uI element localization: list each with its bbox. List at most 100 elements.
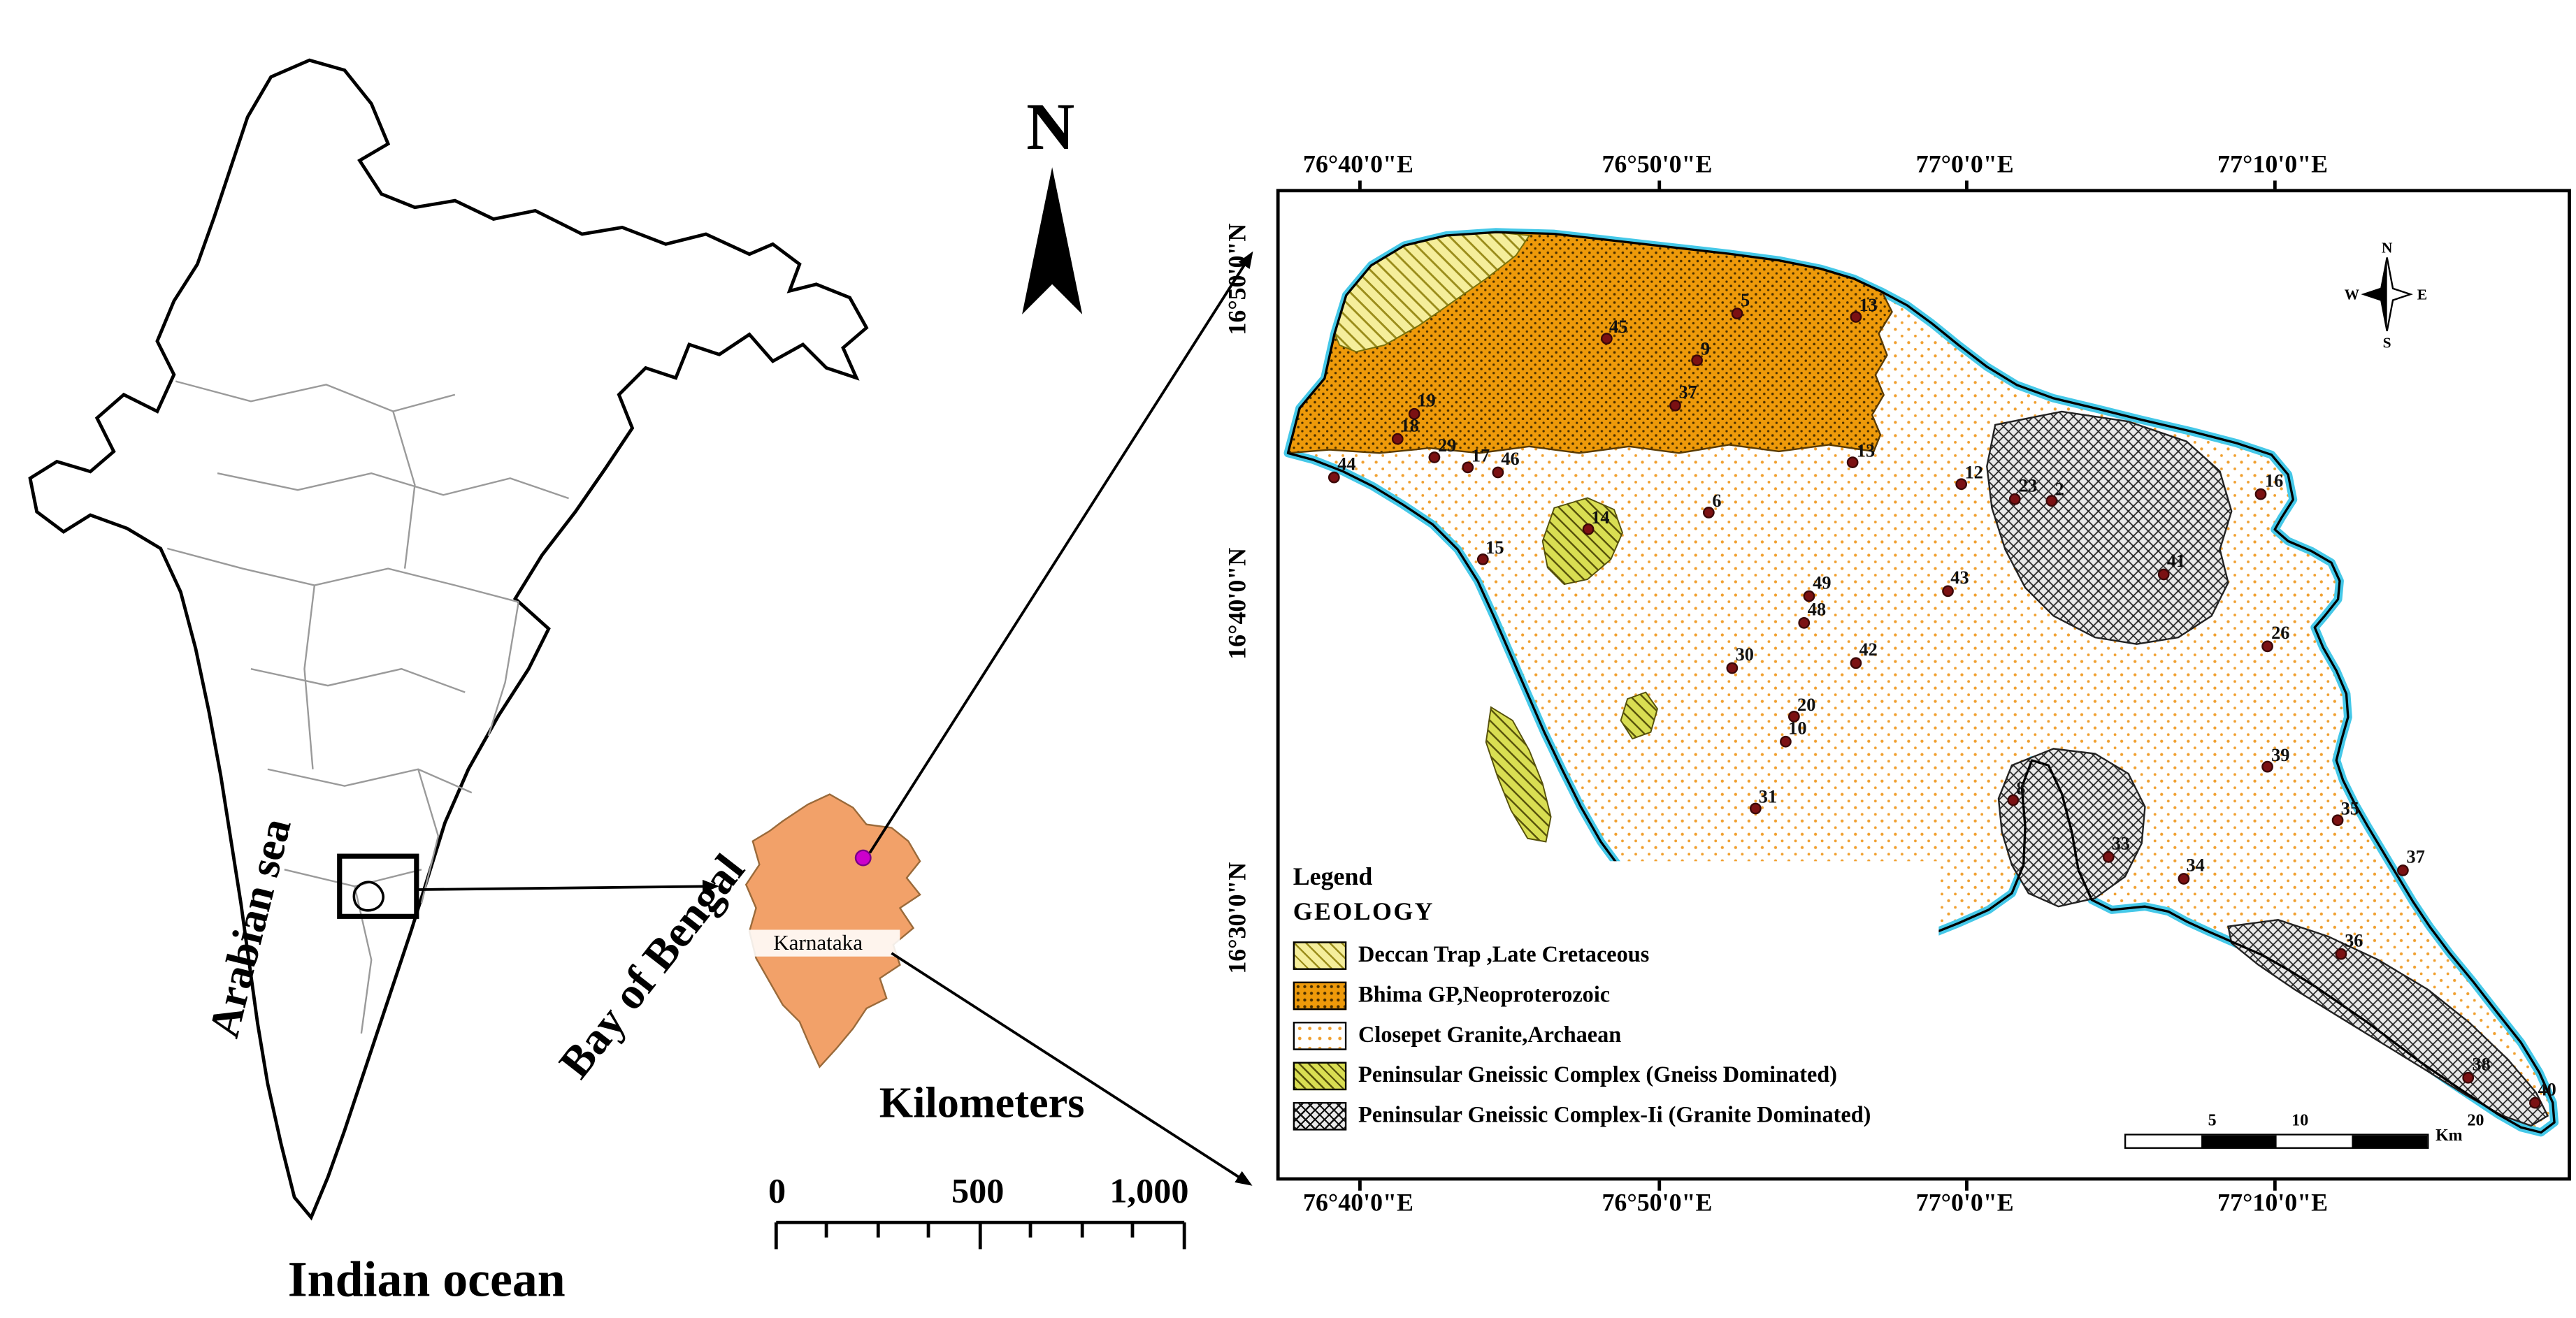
sample-point-dot — [1847, 456, 1859, 469]
sample-point-dot — [1955, 478, 1968, 491]
kilometers-scale-tick: 0 — [768, 1171, 786, 1211]
sample-point-dot — [1462, 462, 1474, 474]
sample-point-label: 30 — [1735, 646, 1754, 667]
sample-point-dot — [1408, 407, 1420, 420]
sample-point-label: 10 — [1788, 720, 1807, 740]
scalebar-bar — [2124, 1134, 2429, 1149]
karnataka-label: Karnataka — [735, 929, 900, 957]
sample-point-label: 12 — [1964, 463, 1983, 483]
legend-item: Bhima GP,Neoproterozoic — [1293, 975, 1932, 1015]
sample-point-dot — [1798, 616, 1811, 629]
sample-point-label: 14 — [1591, 508, 1610, 528]
india-outline — [28, 58, 869, 1221]
sample-point-label: 37 — [1678, 383, 1697, 403]
study-area-locator-box — [337, 853, 419, 919]
x-axis-label: 76°40'0"E — [1303, 1180, 1413, 1219]
x-axis-label: 76°50'0"E — [1602, 1180, 1712, 1219]
kilometers-scale-title: Kilometers — [879, 1078, 1085, 1127]
sample-point-label: 33 — [2111, 834, 2130, 855]
india-outline-map — [28, 58, 869, 1221]
sample-point-dot — [1749, 802, 1762, 815]
x-axis-label: 77°10'0"E — [2217, 1180, 2328, 1219]
sample-point-dot — [2463, 1071, 2475, 1084]
legend-item-label: Deccan Trap ,Late Cretaceous — [1358, 941, 1650, 967]
sample-point-label: 13 — [1856, 441, 1876, 461]
sample-point-dot — [2397, 864, 2410, 876]
sample-point-label: 20 — [1797, 695, 1816, 716]
north-arrow-icon — [1022, 167, 1083, 314]
x-axis-label: 77°10'0"E — [2217, 152, 2328, 189]
legend-swatch — [1293, 980, 1347, 1010]
sample-point-label: 41 — [2166, 552, 2186, 573]
indian-ocean-label: Indian ocean — [287, 1252, 566, 1308]
geology-map — [1283, 228, 2559, 1137]
legend-item: Peninsular Gneissic Complex (Gneiss Domi… — [1293, 1055, 1932, 1095]
sample-point-dot — [1669, 398, 1682, 411]
sample-point-dot — [2331, 814, 2344, 827]
sample-point-dot — [1778, 735, 1791, 748]
compass-w: W — [2345, 286, 2360, 303]
sample-point-dot — [1941, 585, 1953, 597]
y-axis-label: 16°40'0"N — [1225, 546, 1253, 659]
legend-swatch — [1293, 1061, 1347, 1089]
sample-point-label: 46 — [1501, 449, 1520, 470]
y-axis-label: 16°50'0"N — [1225, 223, 1253, 335]
legend-title: Legend — [1293, 864, 1373, 892]
x-axis-label: 77°0'0"E — [1916, 152, 2014, 189]
legend-swatch — [1293, 941, 1347, 969]
legend-item-label: Closepet Granite,Archaean — [1358, 1022, 1622, 1047]
study-area-miniature — [352, 881, 384, 912]
sample-point-label: 15 — [1485, 537, 1504, 558]
arrow-karnataka-to-map-bottom — [891, 952, 1253, 1186]
sample-point-label: 26 — [2271, 624, 2290, 645]
scalebar-tick-label: 20 — [2467, 1112, 2484, 1131]
sample-point-dot — [1691, 354, 1704, 367]
sample-points-layer: 5 13 45 9 37 19 18 29 — [1280, 192, 2568, 1177]
study-area-highlight — [854, 849, 872, 867]
x-axis-label: 76°50'0"E — [1602, 152, 1712, 189]
sample-point-dot — [1328, 470, 1340, 483]
map-scalebar: 5 10 20 Km — [2124, 1112, 2484, 1155]
sample-point-label: 45 — [1609, 317, 1628, 338]
map-legend: Legend GEOLOGY Deccan Trap ,Late Cretace… — [1286, 861, 1939, 1139]
sample-point-dot — [1492, 465, 1504, 478]
legend-heading: GEOLOGY — [1293, 899, 1434, 927]
legend-item: Peninsular Gneissic Complex-Ii (Granite … — [1293, 1095, 1932, 1135]
india-state-boundaries — [166, 380, 569, 1034]
sample-point-label: 35 — [2340, 798, 2359, 819]
sample-point-dot — [2045, 495, 2058, 507]
sample-point-dot — [1428, 451, 1441, 464]
legend-item-label: Peninsular Gneissic Complex (Gneiss Domi… — [1358, 1062, 1838, 1087]
arrow-karnataka-to-map-top — [868, 251, 1253, 854]
legend-item: Closepet Granite,Archaean — [1293, 1015, 1932, 1055]
sample-point-label: 39 — [2271, 745, 2290, 766]
sample-point-label: 36 — [2345, 932, 2363, 952]
sample-point-dot — [2261, 761, 2274, 774]
sample-point-dot — [1703, 507, 1715, 519]
sample-point-label: 44 — [1337, 454, 1356, 475]
sample-point-dot — [2261, 640, 2274, 652]
sample-point-dot — [1476, 553, 1488, 565]
sample-point-label: 5 — [1740, 291, 1750, 312]
legend-item: Deccan Trap ,Late Cretaceous — [1293, 935, 1932, 975]
sample-point-dot — [2102, 850, 2115, 863]
sample-point-label: 9 — [1700, 338, 1711, 359]
sample-point-dot — [1599, 333, 1612, 345]
region-pgc-gneiss — [1485, 497, 1658, 843]
compass-rose: N S W E — [2337, 236, 2438, 353]
sample-point-label: 43 — [1950, 569, 1969, 590]
y-axis-label: 16°30'0"N — [1225, 862, 1253, 974]
sample-point-label: 37 — [2406, 848, 2425, 869]
sample-point-dot — [2528, 1096, 2541, 1108]
sample-point-dot — [1582, 523, 1594, 536]
sample-point-label: 31 — [1758, 786, 1778, 807]
sample-point-label: 48 — [1807, 600, 1827, 621]
x-axis-label: 77°0'0"E — [1916, 1180, 2014, 1219]
x-axis-label: 76°40'0"E — [1303, 152, 1413, 189]
sample-point-dot — [1726, 662, 1739, 674]
scalebar-unit: Km — [2435, 1127, 2463, 1146]
north-label: N — [1026, 88, 1075, 164]
sample-point-label: 40 — [2538, 1080, 2556, 1101]
kilometers-scale-tick: 500 — [951, 1171, 1005, 1211]
legend-swatch — [1293, 1020, 1347, 1050]
